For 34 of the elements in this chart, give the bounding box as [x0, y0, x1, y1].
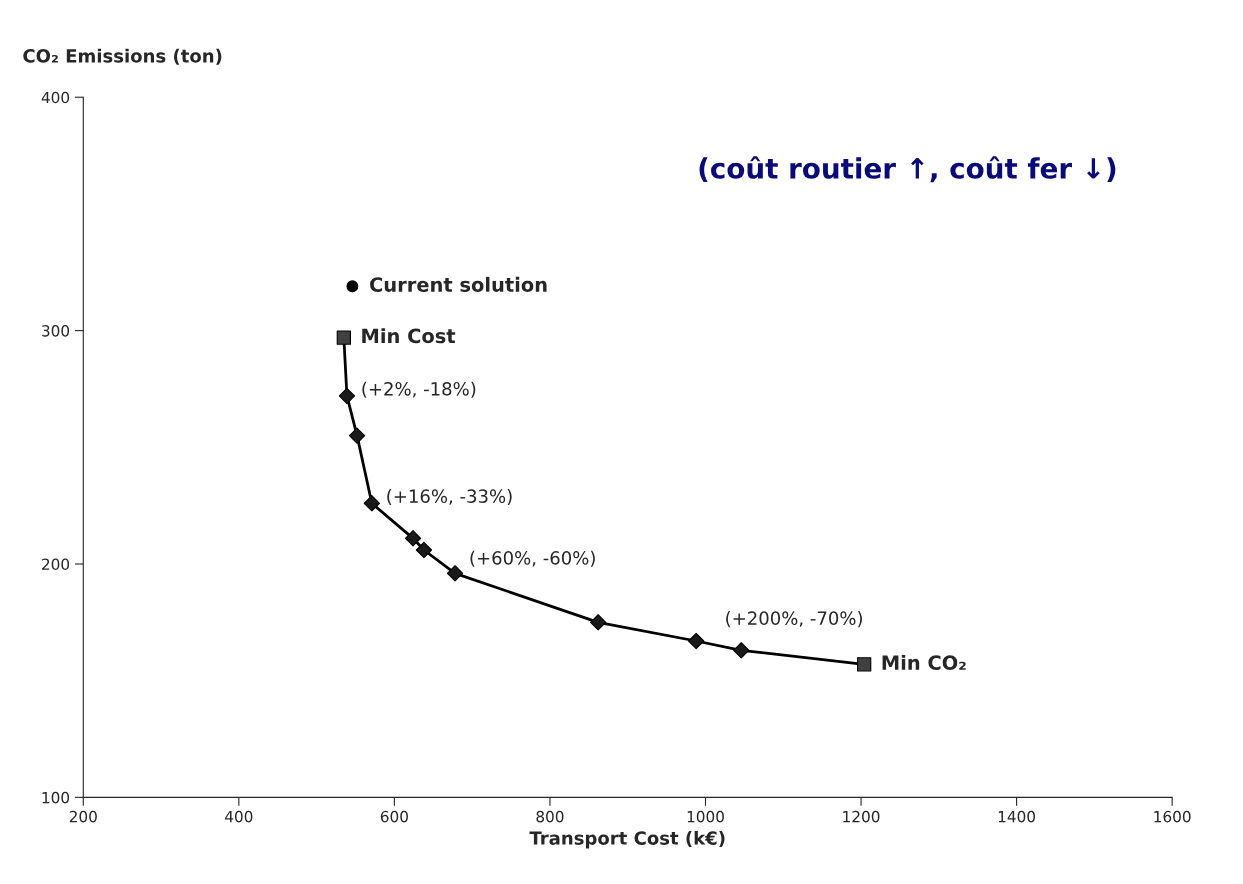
annotation: (coût routier ↑, coût fer ↓): [699, 156, 1116, 183]
point: [446, 565, 464, 582]
annotation: (+60%, -60%): [470, 550, 595, 567]
annotation: (+16%, -33%): [387, 489, 512, 506]
x-tick-label: 1400: [998, 810, 1036, 823]
y-axis-title: CO₂ Emissions (ton): [23, 48, 222, 65]
x-tick-label: 1600: [1154, 810, 1191, 823]
point: [346, 280, 359, 293]
point: [733, 642, 750, 659]
x-tick-label: 1200: [843, 810, 880, 823]
point: [338, 387, 356, 405]
point: [363, 495, 380, 512]
annotation: (+200%, -70%): [726, 611, 863, 628]
y-tick-label: 400: [41, 91, 70, 104]
x-tick-label: 200: [69, 810, 97, 823]
point: [404, 530, 422, 547]
x-tick-label: 1000: [687, 810, 724, 823]
point: [415, 541, 433, 559]
y-tick-label: 100: [42, 791, 70, 804]
x-tick-label: 400: [225, 810, 253, 823]
y-tick-label: 200: [42, 558, 70, 571]
point: [589, 614, 607, 631]
point: [348, 427, 366, 444]
annotation: (+2%, -18%): [362, 381, 476, 398]
annotation: Min Cost: [362, 328, 456, 344]
x-tick-label: 800: [536, 810, 564, 823]
x-axis-title: Transport Cost (k€): [529, 830, 725, 849]
point: [336, 330, 351, 345]
point: [857, 657, 872, 672]
annotation: Min CO₂: [882, 654, 966, 670]
x-tick-label: 600: [380, 810, 408, 823]
y-tick-label: 300: [42, 325, 70, 337]
point: [687, 632, 705, 650]
annotation: Current solution: [370, 276, 547, 292]
